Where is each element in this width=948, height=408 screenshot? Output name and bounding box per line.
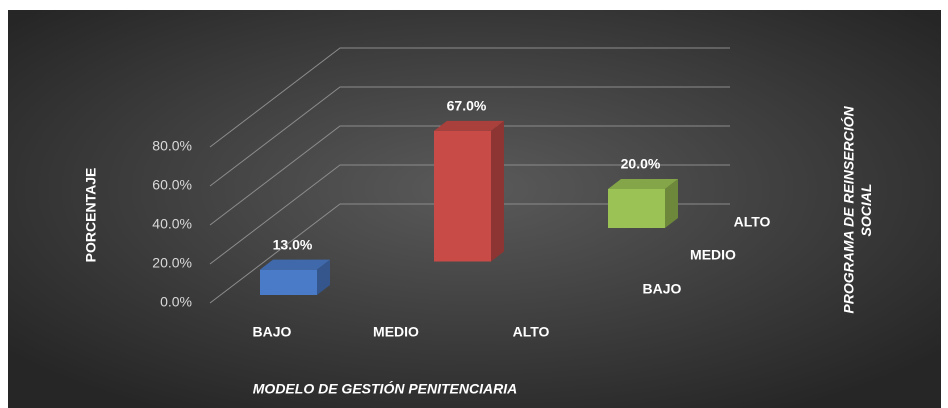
y-tick-label: 80.0% bbox=[152, 138, 192, 154]
x-tick-label: MEDIO bbox=[373, 324, 419, 340]
data-label: 20.0% bbox=[621, 156, 661, 172]
bar-top bbox=[608, 179, 678, 189]
grid-line bbox=[209, 203, 730, 304]
bar-side bbox=[491, 120, 504, 262]
x-tick-label: ALTO bbox=[513, 324, 550, 340]
z-tick-label: ALTO bbox=[734, 214, 771, 230]
x-axis-title: MODELO DE GESTIÓN PENITENCIARIA bbox=[253, 380, 517, 397]
y-tick-label: 0.0% bbox=[160, 294, 192, 310]
bar-side bbox=[665, 179, 678, 228]
grid-line bbox=[209, 164, 730, 265]
bar bbox=[434, 130, 491, 262]
grid-line bbox=[209, 125, 730, 226]
grid-line bbox=[209, 86, 730, 187]
z-tick-label: MEDIO bbox=[690, 247, 736, 263]
x-tick-label: BAJO bbox=[253, 324, 292, 340]
bar-top bbox=[260, 259, 330, 270]
z-axis-title-line: SOCIAL bbox=[858, 184, 874, 237]
z-axis-title: PROGRAMA DE REINSERCIÓN SOCIAL bbox=[839, 106, 874, 314]
bar bbox=[608, 189, 665, 228]
y-axis-title: PORCENTAJE bbox=[83, 168, 99, 263]
z-axis-title-text: PROGRAMA DE REINSERCIÓN SOCIAL bbox=[839, 106, 874, 314]
bar bbox=[260, 269, 317, 295]
y-tick-label: 60.0% bbox=[152, 177, 192, 193]
grid-line bbox=[209, 47, 730, 148]
z-axis-title-line: PROGRAMA DE REINSERCIÓN bbox=[839, 106, 856, 314]
y-tick-label: 20.0% bbox=[152, 255, 192, 271]
data-label: 13.0% bbox=[273, 236, 313, 252]
bar-top bbox=[434, 120, 504, 131]
bar-side bbox=[317, 259, 330, 295]
y-tick-label: 40.0% bbox=[152, 216, 192, 232]
data-label: 67.0% bbox=[447, 98, 487, 114]
z-tick-label: BAJO bbox=[643, 281, 682, 297]
